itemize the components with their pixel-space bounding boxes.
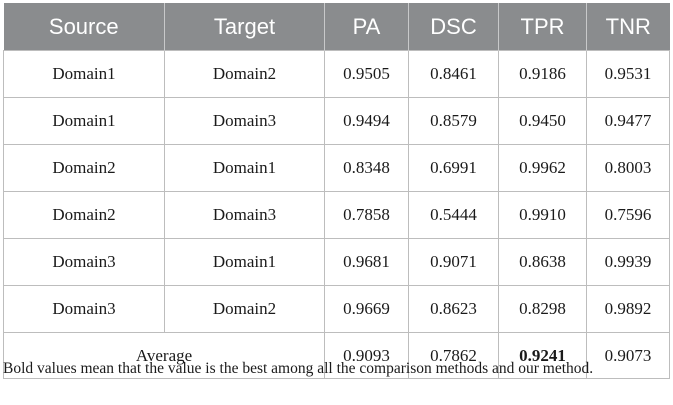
table-row: Domain2 Domain1 0.8348 0.6991 0.9962 0.8… [3,144,670,192]
header-row: Source Target PA DSC TPR TNR [3,3,670,51]
cell-tpr: 0.8298 [498,285,587,333]
cell-tnr: 0.8003 [586,144,670,192]
cell-tnr: 0.9531 [586,50,670,98]
header-pa: PA [324,3,409,51]
cell-tnr: 0.7596 [586,191,670,239]
cell-tnr: 0.9939 [586,238,670,286]
results-table: Source Target PA DSC TPR TNR Domain1 Dom… [3,3,670,379]
table-row: Domain3 Domain1 0.9681 0.9071 0.8638 0.9… [3,238,670,286]
cell-dsc: 0.8461 [408,50,499,98]
cell-tnr: 0.9892 [586,285,670,333]
table-row: Domain1 Domain3 0.9494 0.8579 0.9450 0.9… [3,97,670,145]
cell-pa: 0.9681 [324,238,409,286]
cell-source: Domain2 [3,191,165,239]
cell-target: Domain3 [164,97,325,145]
header-tnr: TNR [586,3,670,51]
table-row: Domain1 Domain2 0.9505 0.8461 0.9186 0.9… [3,50,670,98]
cell-dsc: 0.6991 [408,144,499,192]
cell-tpr: 0.9910 [498,191,587,239]
table-row: Domain3 Domain2 0.9669 0.8623 0.8298 0.9… [3,285,670,333]
cell-source: Domain3 [3,285,165,333]
cell-dsc: 0.8579 [408,97,499,145]
header-dsc: DSC [408,3,499,51]
average-pa: 0.9093 [324,332,409,379]
cell-tpr: 0.9186 [498,50,587,98]
cell-target: Domain3 [164,191,325,239]
average-row: Average 0.9093 0.7862 0.9241 0.9073 [3,332,670,379]
cell-target: Domain1 [164,238,325,286]
cell-tpr: 0.8638 [498,238,587,286]
cell-source: Domain1 [3,97,165,145]
cell-dsc: 0.8623 [408,285,499,333]
table-row: Domain2 Domain3 0.7858 0.5444 0.9910 0.7… [3,191,670,239]
cell-source: Domain3 [3,238,165,286]
average-tnr: 0.9073 [586,332,670,379]
cell-target: Domain2 [164,50,325,98]
cell-target: Domain2 [164,285,325,333]
cell-pa: 0.9669 [324,285,409,333]
cell-dsc: 0.9071 [408,238,499,286]
cell-pa: 0.9505 [324,50,409,98]
cell-tpr: 0.9962 [498,144,587,192]
header-target: Target [164,3,325,51]
cell-pa: 0.9494 [324,97,409,145]
cell-pa: 0.7858 [324,191,409,239]
table-footnote: Bold values mean that the value is the b… [3,360,594,377]
cell-dsc: 0.5444 [408,191,499,239]
cell-source: Domain1 [3,50,165,98]
results-table-container: Source Target PA DSC TPR TNR Domain1 Dom… [3,3,670,379]
cell-pa: 0.8348 [324,144,409,192]
header-source: Source [3,3,165,51]
cell-source: Domain2 [3,144,165,192]
cell-target: Domain1 [164,144,325,192]
average-label: Average [3,332,325,379]
cell-tnr: 0.9477 [586,97,670,145]
average-tpr-best: 0.9241 [498,332,587,379]
header-tpr: TPR [498,3,587,51]
cell-tpr: 0.9450 [498,97,587,145]
